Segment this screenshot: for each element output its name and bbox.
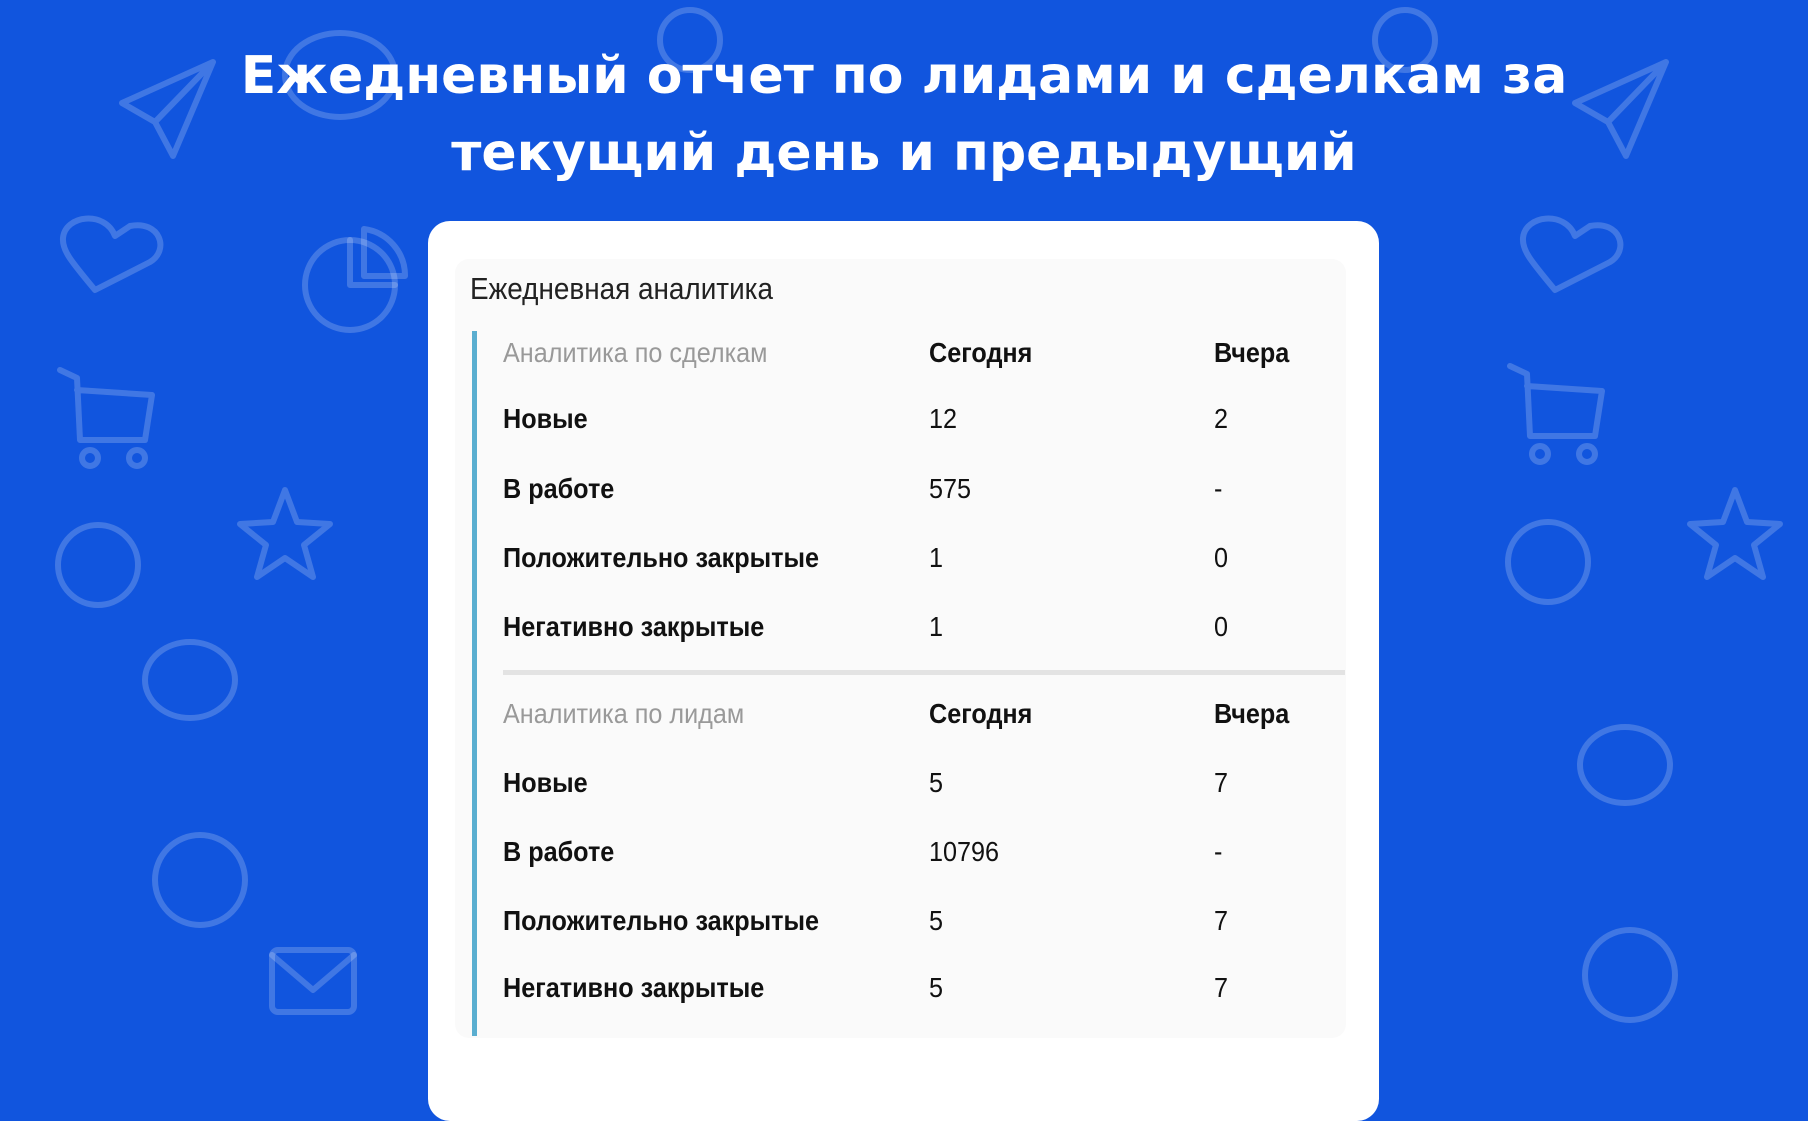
column-yesterday: Вчера [1214, 698, 1290, 729]
table-row: Положительно закрытые 1 0 [503, 542, 1323, 582]
yesterday-value: - [1214, 473, 1223, 504]
table-row: В работе 10796 - [503, 836, 1323, 876]
row-label: Положительно закрытые [503, 542, 820, 573]
pie-chart-icon [152, 832, 248, 928]
table-row: Негативно закрытые 1 0 [503, 611, 1323, 651]
yesterday-value: 7 [1214, 905, 1229, 936]
row-label: Негативно закрытые [503, 972, 765, 1003]
today-value: 1 [929, 542, 944, 573]
row-label: Новые [503, 767, 588, 798]
row-label: Новые [503, 403, 588, 434]
today-value: 5 [929, 767, 944, 798]
background-pattern [55, 7, 1783, 1023]
table-row: Новые 12 2 [503, 403, 1323, 443]
table-row: Негативно закрытые 5 7 [503, 972, 1323, 1012]
row-label: В работе [503, 836, 615, 867]
yesterday-value: 7 [1214, 972, 1229, 1003]
today-value: 1 [929, 611, 944, 642]
yesterday-value: 0 [1214, 542, 1229, 573]
column-yesterday: Вчера [1214, 337, 1290, 368]
pie-chart-icon [302, 237, 398, 333]
cart-icon [57, 367, 155, 443]
star-icon [1687, 487, 1783, 580]
widget-title: Ежедневная аналитика [470, 271, 773, 306]
page-title: Ежедневный отчет по лидами и сделкам за … [0, 38, 1808, 192]
section-divider [503, 670, 1345, 675]
table-row: Положительно закрытые 5 7 [503, 905, 1323, 945]
leads-section-title: Аналитика по лидам [503, 698, 745, 729]
daily-analytics-widget: Ежедневная аналитика Аналитика по сделка… [455, 259, 1346, 1038]
deals-header-row: Аналитика по сделкам Сегодня Вчера [503, 337, 1323, 377]
report-card: Ежедневная аналитика Аналитика по сделка… [428, 221, 1379, 1121]
cart-icon [1507, 363, 1605, 439]
paper-plane-icon [1572, 59, 1669, 159]
today-value: 5 [929, 972, 944, 1003]
heart-icon [59, 215, 164, 293]
piggy-bank-icon [282, 30, 398, 120]
yesterday-value: 7 [1214, 767, 1229, 798]
chat-icon [55, 522, 141, 608]
gear-icon [657, 7, 723, 73]
yesterday-value: - [1214, 836, 1223, 867]
today-value: 12 [929, 403, 958, 434]
table-row: Новые 5 7 [503, 767, 1323, 807]
column-today: Сегодня [929, 337, 1033, 368]
row-label: В работе [503, 473, 615, 504]
yesterday-value: 2 [1214, 403, 1229, 434]
paper-plane-icon [119, 59, 216, 159]
mail-icon [269, 947, 357, 1015]
today-value: 5 [929, 905, 944, 936]
star-icon [237, 487, 333, 580]
deals-section-title: Аналитика по сделкам [503, 337, 768, 368]
page-title-line-1: Ежедневный отчет по лидами и сделкам за [240, 46, 1568, 106]
today-value: 575 [929, 473, 972, 504]
leads-header-row: Аналитика по лидам Сегодня Вчера [503, 698, 1323, 738]
column-today: Сегодня [929, 698, 1033, 729]
heart-icon [1519, 215, 1624, 293]
yesterday-value: 0 [1214, 611, 1229, 642]
row-label: Негативно закрытые [503, 611, 765, 642]
today-value: 10796 [929, 836, 1000, 867]
table-row: В работе 575 - [503, 473, 1323, 513]
accent-bar [472, 331, 477, 1036]
page-title-line-2: текущий день и предыдущий [451, 123, 1357, 183]
row-label: Положительно закрытые [503, 905, 820, 936]
